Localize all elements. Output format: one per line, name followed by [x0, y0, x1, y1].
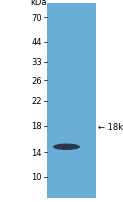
- Text: 26: 26: [31, 76, 42, 85]
- Text: 22: 22: [31, 97, 42, 105]
- Text: 10: 10: [31, 172, 42, 181]
- Text: kDa: kDa: [30, 0, 47, 7]
- Text: 14: 14: [31, 148, 42, 157]
- Text: 33: 33: [31, 58, 42, 67]
- FancyBboxPatch shape: [47, 4, 96, 198]
- Text: ← 18kDa: ← 18kDa: [98, 122, 123, 131]
- Ellipse shape: [53, 144, 80, 150]
- Text: 18: 18: [31, 122, 42, 131]
- Text: 70: 70: [31, 14, 42, 23]
- Text: 44: 44: [31, 38, 42, 47]
